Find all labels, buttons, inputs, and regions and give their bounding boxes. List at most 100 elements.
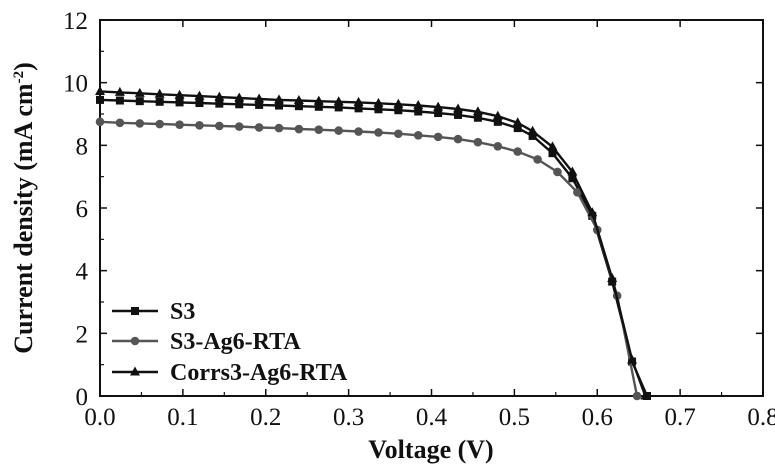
- data-point: [493, 117, 502, 126]
- y-axis-title-sup: -2: [11, 71, 27, 84]
- y-axis-title-close: ): [9, 62, 38, 71]
- data-point: [214, 91, 225, 101]
- data-point: [294, 124, 304, 134]
- data-point: [374, 105, 383, 114]
- x-tick-label: 0.3: [333, 404, 364, 431]
- legend-entry: S3-Ag6-RTA: [112, 329, 301, 355]
- data-point: [194, 90, 205, 100]
- legend-marker: [131, 307, 139, 315]
- data-point: [274, 94, 285, 104]
- legend-entry: S3: [112, 299, 195, 325]
- data-point: [134, 87, 145, 97]
- y-tick-label: 0: [76, 384, 89, 411]
- legend-marker: [130, 366, 140, 376]
- data-point: [513, 124, 522, 133]
- data-point: [334, 126, 343, 135]
- y-tick-label: 2: [76, 321, 89, 348]
- data-point: [195, 99, 204, 108]
- data-point: [96, 95, 104, 104]
- plot-frame: [99, 19, 764, 397]
- axis-ticks: [99, 19, 764, 397]
- series-corrs3-ag6-rta: [95, 85, 651, 400]
- data-point: [374, 128, 383, 137]
- data-point: [135, 119, 145, 128]
- data-point: [215, 99, 224, 108]
- data-point: [254, 93, 265, 103]
- data-point: [115, 118, 125, 128]
- y-tick-label: 12: [63, 8, 88, 35]
- data-point: [154, 88, 165, 98]
- data-point: [413, 100, 424, 110]
- data-point: [512, 117, 523, 127]
- series-s3-ag6-rta: [95, 117, 642, 401]
- legend-label: S3: [170, 299, 195, 325]
- y-tick-label: 6: [76, 196, 89, 223]
- data-point: [454, 110, 463, 119]
- data-point: [115, 96, 124, 105]
- series-line: [99, 120, 639, 397]
- data-point: [175, 120, 184, 129]
- data-point: [453, 103, 464, 113]
- data-point: [632, 391, 642, 401]
- y-tick-label: 8: [76, 133, 89, 160]
- legend-label: S3-Ag6-RTA: [170, 329, 301, 355]
- data-point: [528, 131, 537, 140]
- data-point: [453, 134, 463, 144]
- data-point: [492, 110, 503, 120]
- data-point: [493, 141, 503, 151]
- data-point: [567, 166, 578, 176]
- legend: S3 S3-Ag6-RTA Corrs3-Ag6-RTA: [112, 299, 348, 386]
- x-tick-label: 0.7: [665, 404, 696, 431]
- data-point: [472, 106, 483, 116]
- legend-entry: Corrs3-Ag6-RTA: [112, 360, 348, 386]
- y-tick-label: 4: [76, 259, 89, 286]
- data-point: [254, 123, 264, 132]
- data-point: [414, 107, 423, 116]
- x-tick-label: 0.8: [747, 404, 775, 431]
- data-point: [95, 117, 105, 127]
- data-point: [394, 129, 403, 139]
- data-point: [174, 89, 185, 99]
- legend-marker: [130, 336, 140, 346]
- x-tick-label: 0.2: [250, 404, 281, 431]
- series-layer: [95, 85, 651, 401]
- data-point: [433, 132, 443, 142]
- data-point: [155, 119, 164, 129]
- data-point: [333, 96, 344, 106]
- legend-label: Corrs3-Ag6-RTA: [170, 360, 348, 386]
- y-axis-title: Current density (mA cm-2): [9, 62, 38, 354]
- data-point: [275, 101, 284, 110]
- data-point: [547, 141, 558, 151]
- data-point: [334, 103, 343, 112]
- data-point: [627, 354, 638, 364]
- data-point: [313, 95, 324, 105]
- x-tick-labels: 0.0 0.1 0.2 0.3 0.4 0.5 0.6 0.7 0.8: [84, 404, 775, 431]
- x-tick-label: 0.0: [84, 404, 115, 431]
- data-point: [473, 137, 483, 147]
- data-point: [393, 98, 404, 108]
- data-point: [354, 104, 363, 113]
- data-point: [235, 100, 244, 109]
- x-tick-label: 0.5: [499, 404, 530, 431]
- data-point: [215, 121, 224, 131]
- data-point: [548, 149, 557, 158]
- y-tick-labels: 0 2 4 6 8 10 12: [63, 8, 89, 411]
- data-point: [175, 98, 184, 107]
- data-point: [513, 147, 522, 156]
- data-point: [413, 131, 423, 140]
- data-point: [195, 120, 204, 130]
- data-point: [155, 97, 164, 106]
- x-tick-label: 0.1: [167, 404, 198, 431]
- data-point: [373, 97, 384, 107]
- data-point: [354, 127, 363, 136]
- data-point: [607, 273, 618, 282]
- data-point: [353, 96, 364, 106]
- data-point: [255, 100, 264, 109]
- data-point: [553, 167, 562, 177]
- y-tick-label: 10: [63, 71, 88, 98]
- data-point: [433, 101, 444, 111]
- data-point: [394, 106, 403, 115]
- data-point: [640, 390, 651, 400]
- data-point: [234, 122, 244, 131]
